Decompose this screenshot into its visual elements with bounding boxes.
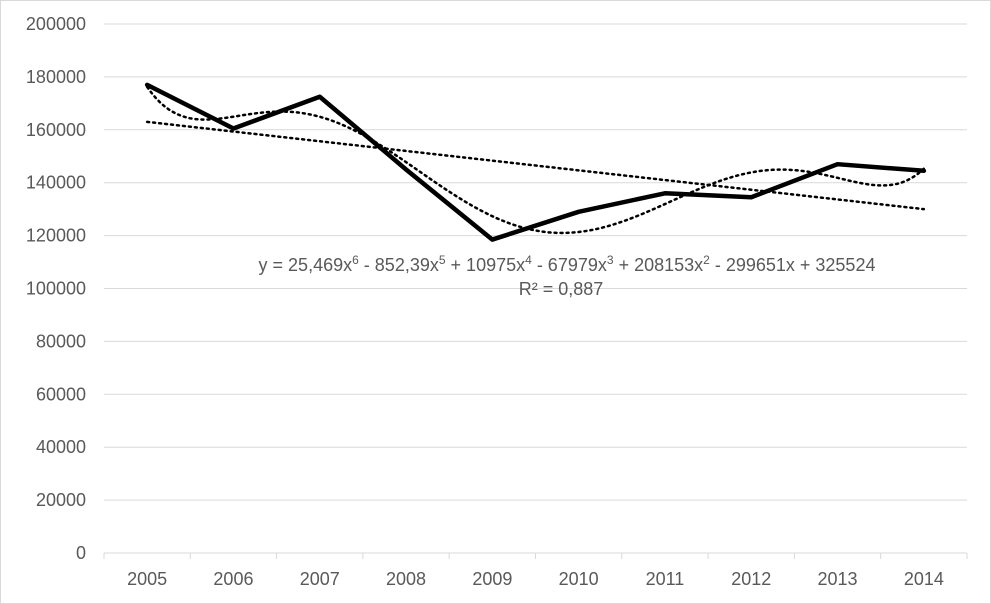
equation-part: 2 bbox=[703, 253, 710, 267]
y-tick-label: 20000 bbox=[36, 490, 86, 510]
r-squared-label: R² = 0,887 bbox=[519, 279, 604, 299]
equation-part: - 852,39x bbox=[359, 255, 439, 275]
equation-part: 3 bbox=[607, 253, 614, 267]
x-tick-label: 2013 bbox=[818, 569, 858, 589]
x-tick-label: 2007 bbox=[300, 569, 340, 589]
trendlines bbox=[145, 85, 926, 235]
series-line bbox=[144, 82, 927, 242]
equation-part: + 10975x bbox=[446, 255, 526, 275]
x-tick-label: 2005 bbox=[127, 569, 167, 589]
equation-part: + 208153x bbox=[614, 255, 704, 275]
gridlines bbox=[104, 23, 967, 501]
equation-part: 6 bbox=[352, 253, 359, 267]
x-tick-label: 2009 bbox=[472, 569, 512, 589]
y-tick-label: 120000 bbox=[26, 226, 86, 246]
linear-trendline bbox=[145, 120, 926, 211]
y-tick-label: 80000 bbox=[36, 331, 86, 351]
x-tick-label: 2011 bbox=[646, 569, 685, 589]
x-tick-label: 2014 bbox=[904, 569, 944, 589]
x-tick-label: 2010 bbox=[559, 569, 599, 589]
y-tick-label: 180000 bbox=[26, 67, 86, 87]
trendline-equation: y = 25,469x6 - 852,39x5 + 10975x4 - 6797… bbox=[259, 253, 876, 275]
equation-part: 5 bbox=[439, 253, 446, 267]
equation-part: - 67979x bbox=[532, 255, 607, 275]
y-tick-label: 40000 bbox=[36, 437, 86, 457]
data-series bbox=[144, 82, 927, 242]
x-tick-label: 2008 bbox=[386, 569, 426, 589]
y-tick-label: 200000 bbox=[26, 14, 86, 34]
y-tick-label: 0 bbox=[76, 543, 86, 563]
equation-part: 4 bbox=[525, 253, 532, 267]
equation-part: y = 25,469x bbox=[259, 255, 353, 275]
equation-part: - 299651x + 325524 bbox=[710, 255, 876, 275]
x-tick-label: 2006 bbox=[213, 569, 253, 589]
polynomial-trendline bbox=[145, 85, 926, 235]
y-tick-label: 60000 bbox=[36, 384, 86, 404]
x-tick-label: 2012 bbox=[731, 569, 771, 589]
y-tick-label: 100000 bbox=[26, 279, 86, 299]
axes: 0 20000 40000 60000 80000 100000 120000 140000 1… bbox=[26, 14, 968, 589]
y-tick-label: 160000 bbox=[26, 120, 86, 140]
y-tick-label: 140000 bbox=[26, 173, 86, 193]
labels: y = 25,469x6 - 852,39x5 + 10975x4 - 6797… bbox=[259, 253, 876, 299]
